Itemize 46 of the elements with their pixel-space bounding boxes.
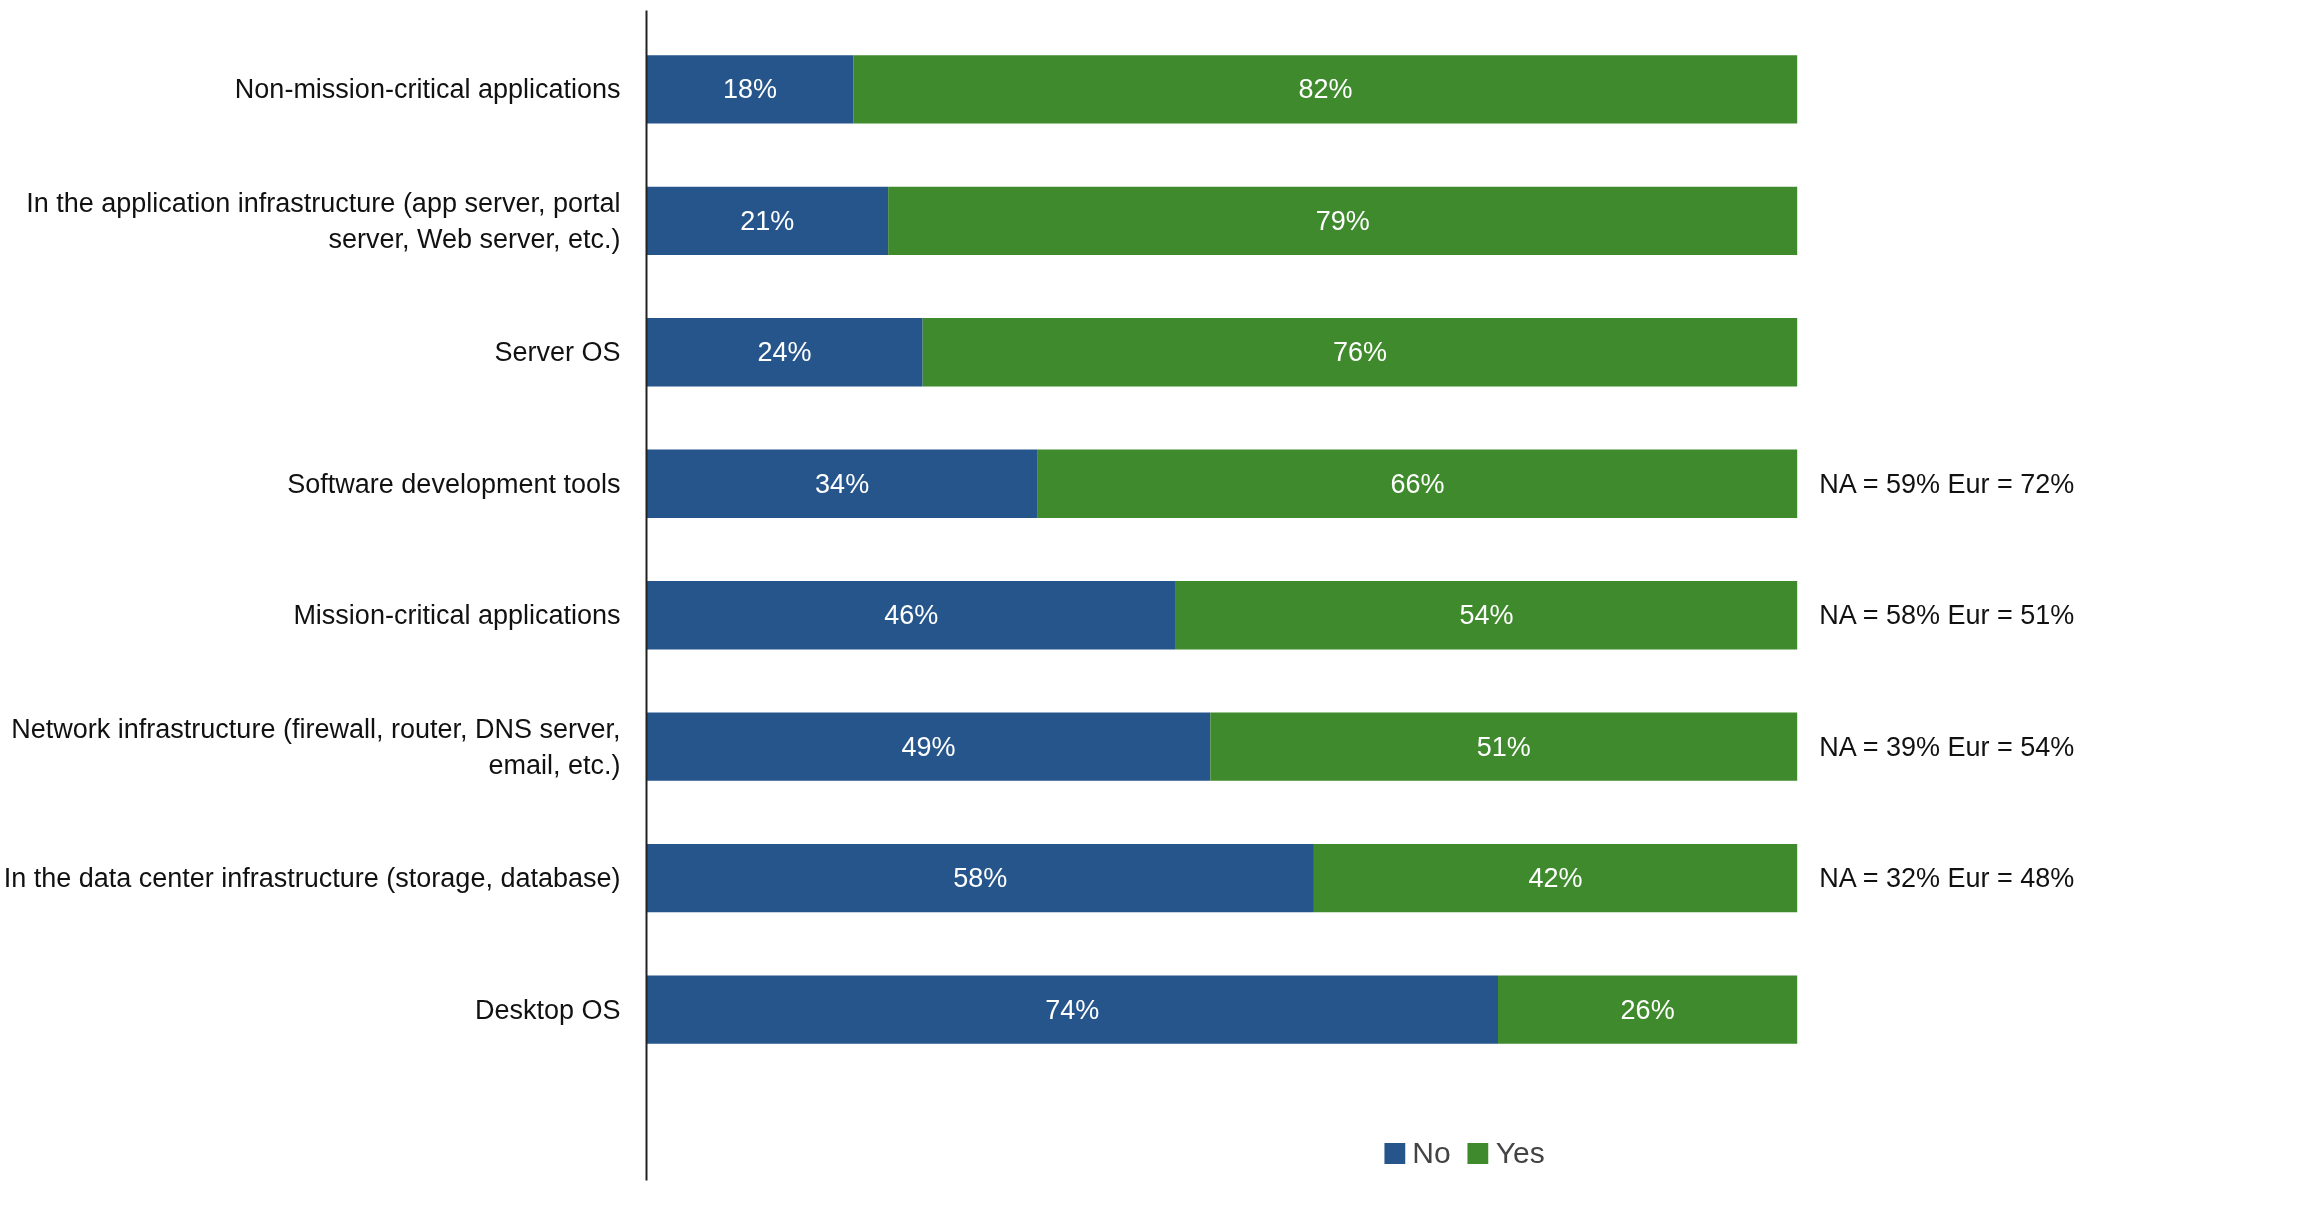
y-tick-label: In the data center infrastructure (storage, database): [3, 863, 621, 894]
data-label: 79%: [1315, 205, 1370, 236]
bar: [646, 581, 1176, 650]
data-label: 24%: [757, 337, 812, 368]
y-tick-label: Server OS: [494, 337, 621, 368]
data-label: 54%: [1459, 600, 1514, 631]
data-label: 26%: [1620, 994, 1675, 1025]
bar: [646, 55, 854, 124]
text: NA = 58% Eur = 51%: [1819, 600, 2075, 631]
data-label: 21%: [740, 205, 795, 236]
bar: [1313, 843, 1798, 913]
bar: [922, 318, 1798, 387]
y-tick-label: Non-mission-critical applications: [234, 74, 621, 105]
bar: [646, 843, 1314, 913]
data-label: 46%: [884, 600, 939, 631]
data-label: 18%: [723, 74, 778, 105]
data-label: 74%: [1045, 994, 1100, 1025]
bar: [646, 318, 923, 387]
legend-label: No: [1412, 1136, 1451, 1170]
bar: [853, 55, 1798, 124]
data-label: 66%: [1390, 468, 1445, 499]
data-label: 34%: [815, 468, 870, 499]
bar: [888, 186, 1798, 256]
bar: [1498, 975, 1798, 1044]
y-tick-label: Software development tools: [287, 468, 621, 499]
bar: [646, 712, 1211, 781]
y-tick-label: In the application infrastructure (app server, portal server, Web server, etc.): [26, 187, 621, 254]
text: NA = 39% Eur = 54%: [1819, 731, 2075, 762]
bar: [1210, 712, 1798, 781]
bar: [646, 975, 1499, 1044]
bar: [1037, 449, 1798, 518]
bar: [646, 186, 889, 256]
text: NA = 32% Eur = 48%: [1819, 863, 2075, 894]
bar: [1175, 581, 1798, 650]
data-label: 49%: [901, 731, 956, 762]
data-label: 42%: [1528, 863, 1583, 894]
bar: [646, 449, 1038, 518]
text: NA = 59% Eur = 72%: [1819, 468, 2075, 499]
data-label: 82%: [1298, 74, 1353, 105]
data-label: 51%: [1476, 731, 1531, 762]
data-label: 76%: [1332, 337, 1387, 368]
y-tick-label: Network infrastructure (firewall, router, DNS server, email, etc.): [11, 713, 621, 780]
y-tick-label: Mission-critical applications: [293, 600, 621, 631]
y-tick-label: Desktop OS: [474, 994, 621, 1025]
data-label: 58%: [953, 863, 1008, 894]
legend-label: Yes: [1495, 1136, 1545, 1170]
